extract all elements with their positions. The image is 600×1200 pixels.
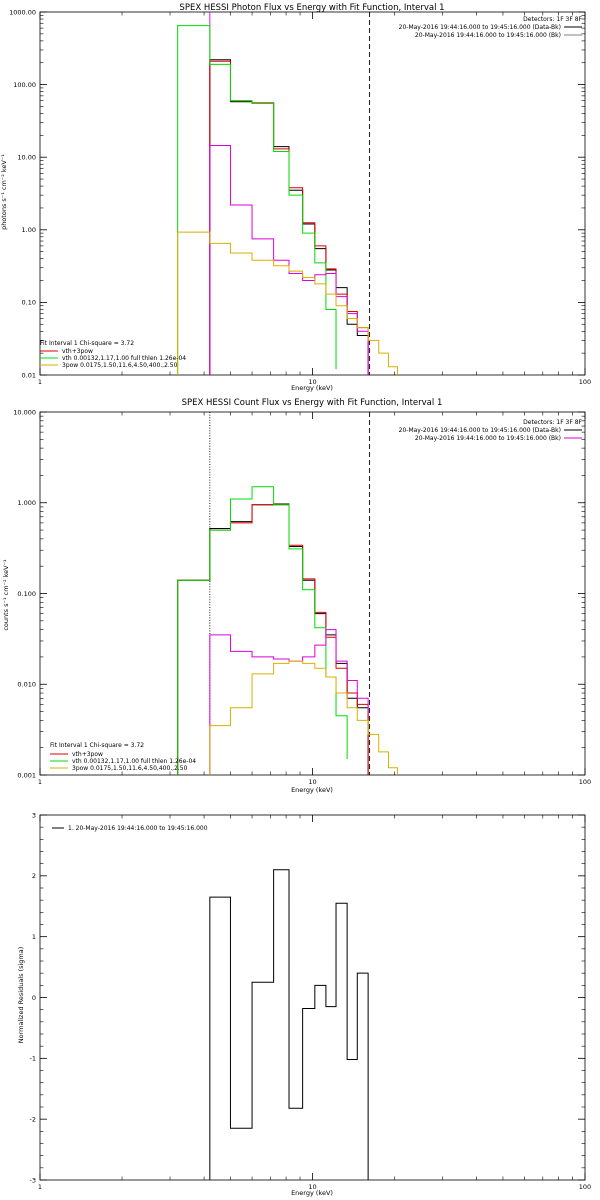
legend-text: vth 0.00132,1.17,1.00 full thlen 1.26e-0… — [62, 355, 186, 362]
plot-frame — [39, 814, 586, 1181]
x-tick-label: 100 — [579, 1183, 591, 1191]
legend-text: vth+3pow — [62, 348, 93, 355]
legend-text: vth+3pow — [72, 751, 103, 758]
chart-title: SPEX HESSI Count Flux vs Energy with Fit… — [182, 398, 443, 408]
y-axis-label: photons s⁻¹ cm⁻² keV⁻¹ — [0, 154, 8, 230]
series-bk — [209, 629, 369, 775]
y-tick-label: 0.10 — [22, 299, 36, 307]
series-marks — [209, 869, 369, 1180]
detectors-label: Detectors: 1F 3F 8F — [523, 419, 582, 426]
axes-box — [39, 814, 586, 1181]
series-data-bk — [177, 503, 369, 775]
y-tick-label: -2 — [30, 1115, 36, 1123]
left-legend-entry: 3pow 0.0175,1.50,11.6,4.50,400.,2.50 — [50, 765, 188, 772]
series-marks — [177, 412, 398, 775]
left-legend-entry: vth+3pow — [50, 751, 103, 758]
x-tick-label: 100 — [579, 378, 591, 386]
x-tick-label: 100 — [579, 778, 591, 786]
right-legend-entry: 20-May-2016 19:44:16.000 to 19:45:16.000… — [415, 32, 582, 39]
legend-text: 20-May-2016 19:44:16.000 to 19:45:16.000… — [415, 435, 561, 442]
y-tick-label: 1.00 — [22, 226, 36, 234]
y-tick-label: 3 — [32, 811, 36, 819]
y-axis-label: counts s⁻¹ cm⁻² keV⁻¹ — [2, 559, 10, 631]
y-tick-label: -1 — [30, 1055, 36, 1063]
fit-info: Fit Interval 1 Chi-square = 3.72 — [40, 340, 134, 347]
series-power — [209, 144, 369, 375]
legend-text: 20-May-2016 19:44:16.000 to 19:45:16.000… — [399, 427, 561, 434]
axes-box — [39, 411, 586, 776]
series-1-20-may-2016-19-44-16-000-to-19-45-16-000 — [209, 869, 369, 1180]
x-axis-label: Energy (keV) — [291, 786, 333, 794]
x-tick-label: 10 — [308, 378, 316, 386]
y-tick-label: 0.001 — [17, 771, 36, 779]
series-vth — [177, 486, 348, 775]
y-tick-label: 10.00 — [17, 154, 36, 162]
axes-box — [39, 11, 586, 376]
series-sum — [177, 231, 398, 375]
y-tick-label: 2 — [32, 872, 36, 880]
left-legend-entry: vth 0.00132,1.17,1.00 full thlen 1.26e-0… — [40, 355, 186, 362]
series-marks — [177, 12, 398, 375]
series-vth — [177, 25, 337, 375]
chart-title: SPEX HESSI Photon Flux vs Energy with Fi… — [179, 3, 444, 13]
y-tick-label: 10.000 — [13, 408, 36, 416]
axis-ticks: 1 10 100 -3 -2 -1 0 1 2 3 — [30, 811, 592, 1191]
legend-text: 20-May-2016 19:44:16.000 to 19:45:16.000… — [415, 32, 561, 39]
right-legend-entry: 20-May-2016 19:44:16.000 to 19:45:16.000… — [415, 435, 582, 442]
left-legend-entry: vth+3pow — [40, 348, 93, 355]
legend-text: 20-May-2016 19:44:16.000 to 19:45:16.000… — [399, 24, 561, 31]
detectors-label: Detectors: 1F 3F 8F — [523, 16, 582, 23]
y-tick-label: 0.010 — [17, 681, 36, 689]
right-legend-entry: 20-May-2016 19:44:16.000 to 19:45:16.000… — [399, 24, 582, 31]
y-tick-label: -3 — [30, 1176, 36, 1184]
x-axis-label: Energy (keV) — [291, 1189, 333, 1197]
series-vth-3pow — [177, 504, 369, 775]
legend-text: 3pow 0.0175,1.50,11.6,4.50,400.,2.50 — [72, 765, 188, 772]
y-tick-label: 0.100 — [17, 590, 36, 598]
x-tick-label: 10 — [308, 778, 316, 786]
fit-info: Fit Interval 1 Chi-square = 3.72 — [50, 742, 144, 749]
left-legend-entry: 1. 20-May-2016 19:44:16.000 to 19:45:16.… — [52, 825, 208, 832]
residuals-panel: 1 10 100 -3 -2 -1 0 1 2 3 Energy (keV) Normalized… — [17, 811, 592, 1197]
series-sum — [209, 660, 398, 775]
x-tick-label: 10 — [308, 1183, 316, 1191]
y-tick-label: 0.01 — [22, 371, 36, 379]
legend-text: 3pow 0.0175,1.50,11.6,4.50,400.,2.50 — [62, 362, 178, 369]
x-tick-label: 1 — [38, 378, 42, 386]
series-data-bk — [209, 59, 369, 375]
y-tick-label: 0 — [32, 994, 36, 1002]
left-legend-entry: vth 0.00132,1.17,1.00 full thlen 1.26e-0… — [50, 758, 196, 765]
photon-flux-panel: SPEX HESSI Photon Flux vs Energy with Fi… — [0, 3, 591, 392]
y-tick-label: 100.00 — [13, 81, 36, 89]
x-axis-label: Energy (keV) — [291, 384, 333, 392]
y-axis-label: Normalized Residuals (sigma) — [17, 947, 25, 1044]
plot-frame — [39, 411, 586, 776]
axis-ticks: 1 10 100 0.01 0.10 1.00 10.00 100.00 1000.00 — [9, 8, 591, 386]
y-tick-label: 1000.00 — [9, 8, 36, 16]
y-tick-label: 1.000 — [17, 499, 36, 507]
left-legend-entry: 3pow 0.0175,1.50,11.6,4.50,400.,2.50 — [40, 362, 178, 369]
axis-ticks: 1 10 100 0.001 0.010 0.100 1.000 10.000 — [13, 408, 591, 786]
right-legend-entry: 20-May-2016 19:44:16.000 to 19:45:16.000… — [399, 427, 582, 434]
legend-text: vth 0.00132,1.17,1.00 full thlen 1.26e-0… — [72, 758, 196, 765]
x-tick-label: 1 — [38, 1183, 42, 1191]
x-tick-label: 1 — [38, 778, 42, 786]
y-tick-label: 1 — [32, 933, 36, 941]
series-vth-3pow — [209, 60, 369, 375]
legend-text: 1. 20-May-2016 19:44:16.000 to 19:45:16.… — [68, 825, 208, 832]
count-flux-panel: SPEX HESSI Count Flux vs Energy with Fit… — [2, 398, 591, 794]
plot-frame — [39, 11, 586, 376]
